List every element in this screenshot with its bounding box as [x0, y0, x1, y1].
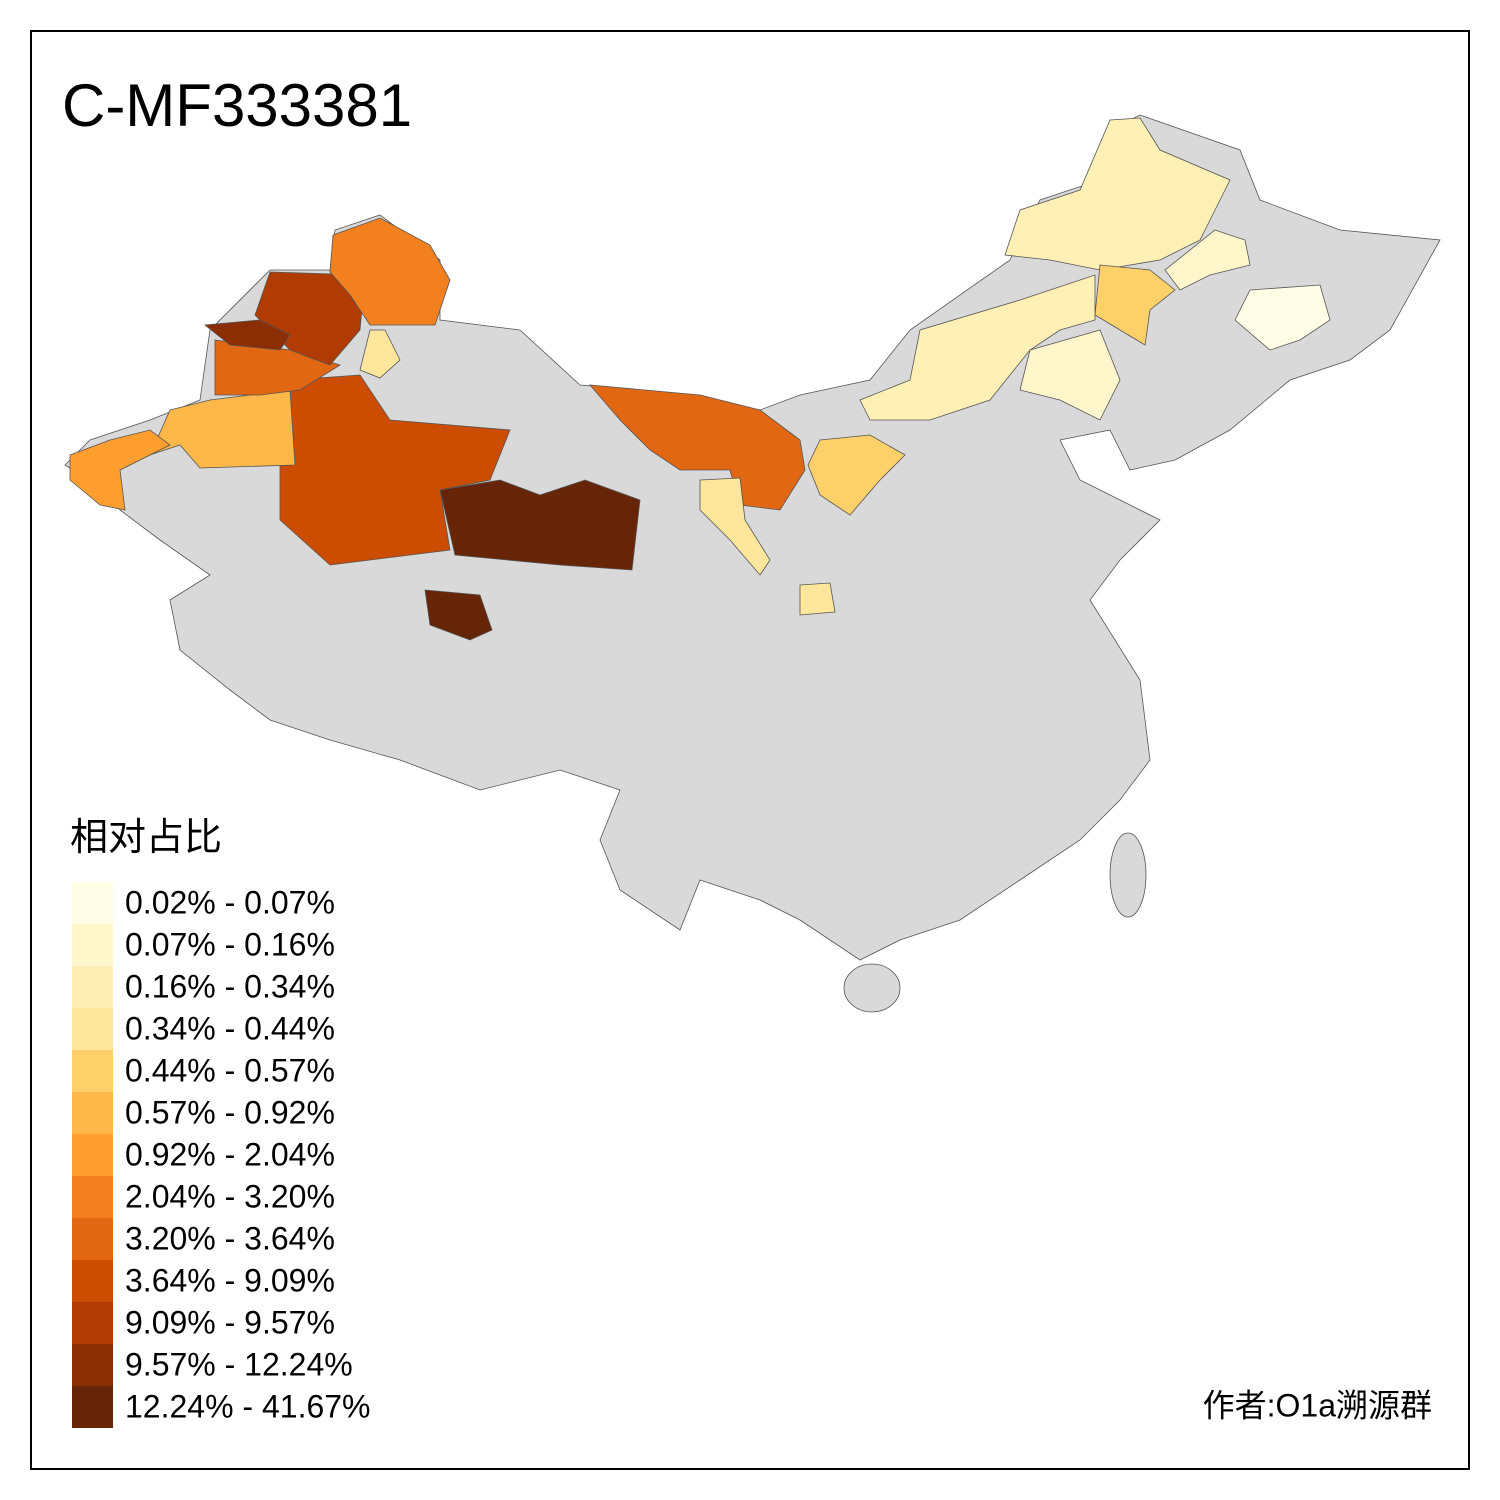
- legend-label: 9.09% - 9.57%: [125, 1304, 335, 1340]
- legend-label: 3.20% - 3.64%: [125, 1220, 335, 1256]
- island: [843, 963, 901, 1013]
- legend-label: 2.04% - 3.20%: [125, 1178, 335, 1214]
- region: [589, 384, 806, 511]
- map: [64, 114, 1441, 1013]
- legend-swatch: [72, 1050, 113, 1092]
- legend-label: 3.64% - 9.09%: [125, 1262, 335, 1298]
- legend-swatch: [72, 882, 113, 924]
- region: [807, 434, 906, 516]
- region: [424, 589, 493, 641]
- legend-swatch: [72, 1092, 113, 1134]
- island: [1109, 832, 1147, 918]
- legend-title: 相对占比: [70, 817, 222, 859]
- legend-swatch: [72, 1218, 113, 1260]
- legend-label: 0.16% - 0.34%: [125, 968, 335, 1004]
- region: [859, 274, 1096, 421]
- legend-label: 0.02% - 0.07%: [125, 884, 335, 920]
- region: [1019, 329, 1121, 421]
- legend-swatch: [72, 1344, 113, 1386]
- region: [699, 477, 771, 576]
- region: [1004, 117, 1231, 271]
- legend-swatch: [72, 1176, 113, 1218]
- map-title: C-MF333381: [62, 72, 412, 139]
- legend-label: 12.24% - 41.67%: [125, 1388, 371, 1424]
- legend-swatch: [72, 966, 113, 1008]
- legend-swatch: [72, 1134, 113, 1176]
- legend-swatch: [72, 924, 113, 966]
- legend-swatch: [72, 1008, 113, 1050]
- region: [1164, 229, 1251, 291]
- legend-label: 0.07% - 0.16%: [125, 926, 335, 962]
- legend-label: 9.57% - 12.24%: [125, 1346, 353, 1382]
- region: [359, 329, 401, 379]
- legend-swatch: [72, 1260, 113, 1302]
- legend: 0.02% - 0.07% 0.07% - 0.16% 0.16% - 0.34% 0…: [72, 882, 371, 1428]
- region: [1234, 284, 1331, 351]
- region: [329, 217, 451, 326]
- legend-label: 0.92% - 2.04%: [125, 1136, 335, 1172]
- legend-swatch: [72, 1302, 113, 1344]
- credit: 作者:O1a溯源群: [1203, 1387, 1432, 1423]
- region: [149, 389, 296, 469]
- legend-label: 0.34% - 0.44%: [125, 1010, 335, 1046]
- legend-label: 0.44% - 0.57%: [125, 1052, 335, 1088]
- region: [799, 582, 836, 616]
- legend-swatch: [72, 1386, 113, 1428]
- legend-label: 0.57% - 0.92%: [125, 1094, 335, 1130]
- region: [439, 479, 641, 571]
- region: [203, 319, 291, 351]
- region: [69, 429, 171, 511]
